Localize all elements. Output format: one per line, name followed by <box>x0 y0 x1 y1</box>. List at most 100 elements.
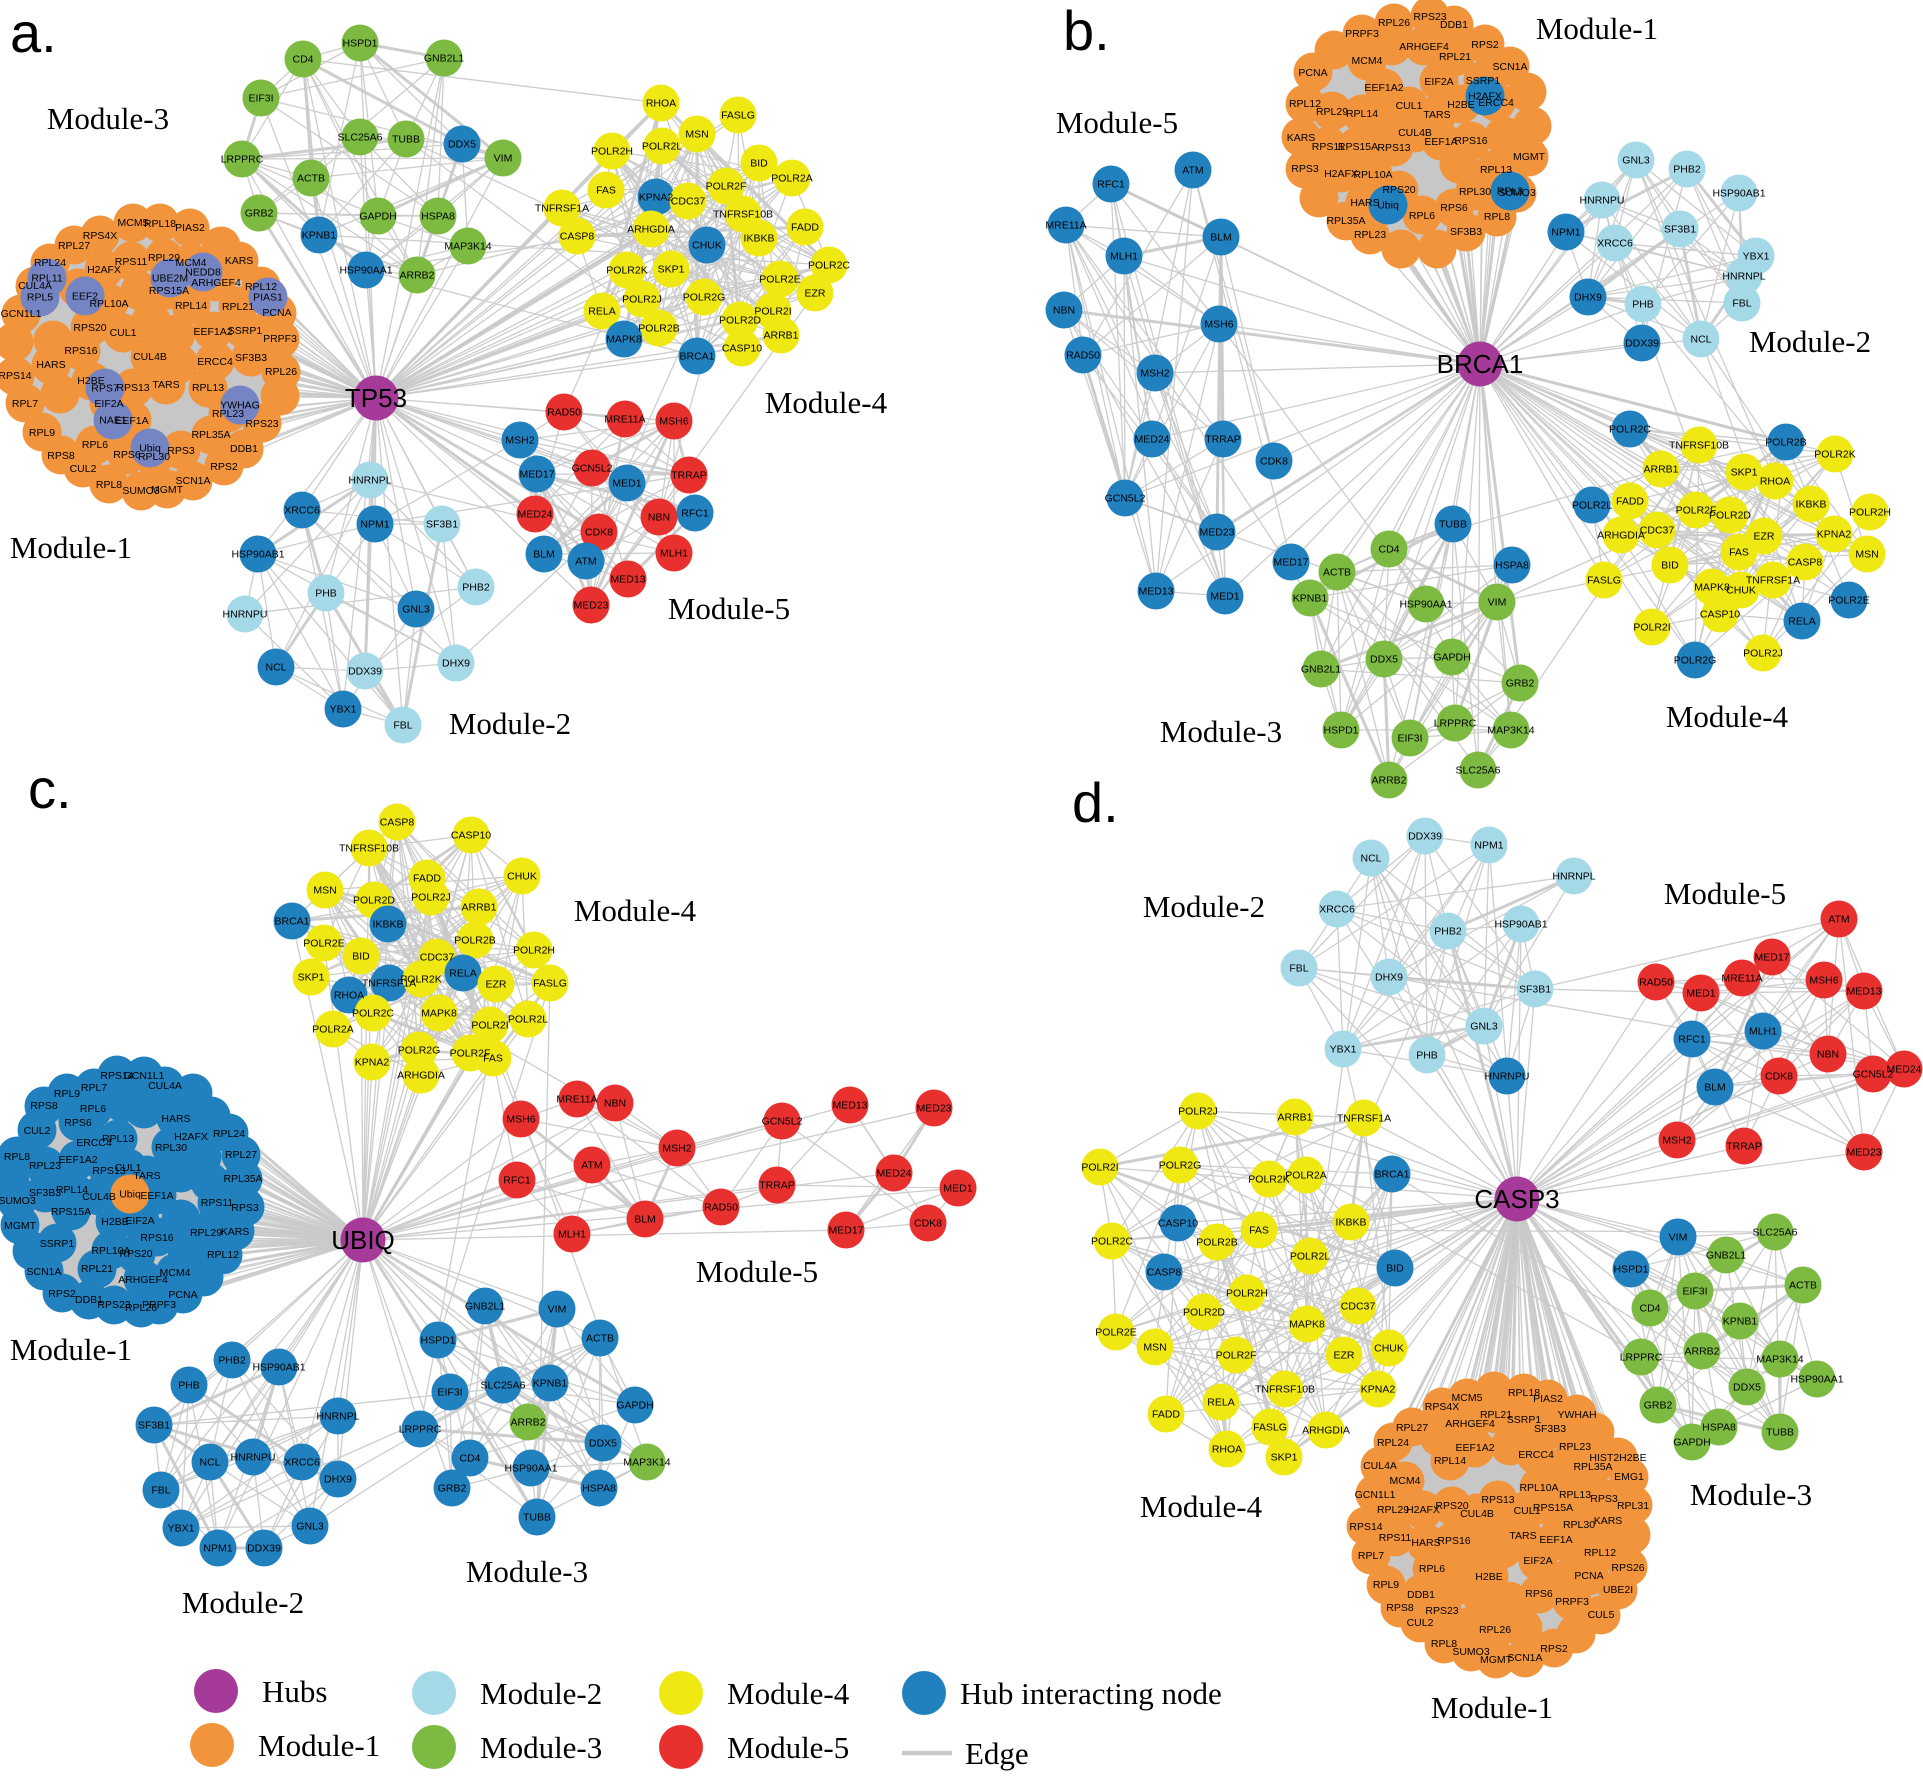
svg-text:RPL14: RPL14 <box>1434 1455 1466 1467</box>
svg-text:HSPD1: HSPD1 <box>1323 725 1358 737</box>
svg-text:ARRB2: ARRB2 <box>1371 775 1406 787</box>
svg-text:POLR2K: POLR2K <box>606 265 647 277</box>
svg-text:RPS3: RPS3 <box>1590 1493 1618 1505</box>
svg-text:KARS: KARS <box>225 255 254 267</box>
svg-text:H2AFX: H2AFX <box>87 264 121 276</box>
svg-text:RPL6: RPL6 <box>80 1103 106 1115</box>
svg-text:POLR2F: POLR2F <box>1676 505 1717 517</box>
svg-text:RPL9: RPL9 <box>54 1088 80 1100</box>
svg-text:SF3B3: SF3B3 <box>29 1187 61 1199</box>
svg-text:Module-4: Module-4 <box>765 385 888 420</box>
svg-text:H2BE: H2BE <box>1475 1571 1502 1583</box>
svg-text:Module-4: Module-4 <box>1140 1489 1263 1524</box>
svg-text:RPS23: RPS23 <box>1425 1605 1458 1617</box>
svg-text:RPL10A: RPL10A <box>91 1245 130 1257</box>
svg-text:SF3B1: SF3B1 <box>1664 224 1696 236</box>
svg-text:ARRB1: ARRB1 <box>461 902 496 914</box>
svg-text:YWHAG: YWHAG <box>220 400 260 412</box>
svg-text:Module-5: Module-5 <box>668 591 790 626</box>
svg-text:POLR2G: POLR2G <box>683 292 726 304</box>
svg-text:RPL3: RPL3 <box>1497 186 1523 198</box>
svg-text:RPL23: RPL23 <box>29 1160 61 1172</box>
svg-text:Module-3: Module-3 <box>1690 1477 1812 1512</box>
svg-text:POLR2B: POLR2B <box>638 323 679 335</box>
svg-text:SUMO3: SUMO3 <box>0 1195 36 1207</box>
svg-text:HNRNPU: HNRNPU <box>231 1452 276 1464</box>
svg-text:SCN1A: SCN1A <box>26 1266 61 1278</box>
svg-text:RPL30: RPL30 <box>138 451 170 463</box>
svg-text:SKP1: SKP1 <box>298 972 325 984</box>
svg-text:RPS13: RPS13 <box>1377 142 1410 154</box>
svg-text:Module-5: Module-5 <box>1056 105 1178 140</box>
svg-text:HSP90AA1: HSP90AA1 <box>1399 599 1452 611</box>
svg-text:EZR: EZR <box>1754 531 1775 543</box>
svg-text:IKBKB: IKBKB <box>1336 1217 1367 1229</box>
svg-text:TRRAP: TRRAP <box>1726 1141 1762 1153</box>
svg-text:LRPPRC: LRPPRC <box>399 1424 442 1436</box>
svg-text:MRE11A: MRE11A <box>556 1094 597 1106</box>
svg-text:RPL29: RPL29 <box>148 252 180 264</box>
svg-text:MGMT: MGMT <box>151 484 184 496</box>
svg-text:BRCA1: BRCA1 <box>274 916 309 928</box>
svg-text:POLR2E: POLR2E <box>759 274 800 286</box>
svg-text:POLR2J: POLR2J <box>622 294 662 306</box>
svg-text:RPL30: RPL30 <box>1459 186 1491 198</box>
svg-text:GNB2L1: GNB2L1 <box>1301 664 1341 676</box>
svg-text:ARRB1: ARRB1 <box>1277 1112 1312 1124</box>
svg-text:PCNA: PCNA <box>168 1289 197 1301</box>
svg-text:POLR2A: POLR2A <box>771 173 812 185</box>
svg-text:HNRNPU: HNRNPU <box>223 609 268 621</box>
svg-text:FADD: FADD <box>1616 496 1644 508</box>
svg-text:POLR2H: POLR2H <box>1226 1288 1268 1300</box>
svg-text:CUL2: CUL2 <box>70 463 97 475</box>
svg-text:ARRB2: ARRB2 <box>510 1417 545 1429</box>
svg-text:CDC37: CDC37 <box>1341 1301 1376 1313</box>
svg-text:HNRNPU: HNRNPU <box>1580 195 1625 207</box>
svg-text:TNFRSF10B: TNFRSF10B <box>1255 1384 1315 1396</box>
svg-text:NPM1: NPM1 <box>360 519 389 531</box>
svg-text:SF3B3: SF3B3 <box>235 352 267 364</box>
svg-text:POLR2B: POLR2B <box>454 935 495 947</box>
svg-text:EEF1A2: EEF1A2 <box>1364 82 1403 94</box>
svg-text:Hub interacting node: Hub interacting node <box>960 1676 1222 1711</box>
svg-text:PIAS1: PIAS1 <box>253 292 283 304</box>
svg-text:Module-3: Module-3 <box>466 1554 588 1589</box>
svg-text:POLR2C: POLR2C <box>352 1008 394 1020</box>
svg-text:TUBB: TUBB <box>1766 1427 1794 1439</box>
svg-text:RPL8: RPL8 <box>1431 1638 1457 1650</box>
svg-text:CASP8: CASP8 <box>1788 557 1823 569</box>
svg-text:HSPD1: HSPD1 <box>420 1335 455 1347</box>
svg-text:TNFRSF10B: TNFRSF10B <box>1669 440 1729 452</box>
svg-text:CHUK: CHUK <box>1726 585 1756 597</box>
svg-text:MED13: MED13 <box>1846 986 1881 998</box>
svg-text:TRRAP: TRRAP <box>1205 434 1241 446</box>
svg-text:MLH1: MLH1 <box>1749 1026 1777 1038</box>
svg-text:KPNA2: KPNA2 <box>639 192 674 204</box>
svg-text:XRCC6: XRCC6 <box>1597 238 1633 250</box>
svg-text:NBN: NBN <box>1817 1049 1839 1061</box>
svg-text:POLR2F: POLR2F <box>450 1048 491 1060</box>
svg-text:SLC25A6: SLC25A6 <box>338 132 383 144</box>
svg-text:CASP3: CASP3 <box>1474 1184 1559 1214</box>
svg-text:CUL4B: CUL4B <box>82 1191 116 1203</box>
svg-text:Module-2: Module-2 <box>480 1676 602 1711</box>
svg-text:SUMO3: SUMO3 <box>1452 1646 1490 1658</box>
svg-text:HSPD1: HSPD1 <box>1613 1264 1648 1276</box>
svg-text:RPL8: RPL8 <box>4 1151 30 1163</box>
svg-text:MCM4: MCM4 <box>160 1267 191 1279</box>
svg-text:NCL: NCL <box>1690 334 1711 346</box>
svg-text:MAPK8: MAPK8 <box>606 334 642 346</box>
svg-text:POLR2B: POLR2B <box>1765 437 1806 449</box>
svg-text:Module-2: Module-2 <box>1143 889 1265 924</box>
svg-text:RPL18: RPL18 <box>1508 1387 1540 1399</box>
svg-text:POLR2I: POLR2I <box>754 306 791 318</box>
svg-text:MRE11A: MRE11A <box>604 414 645 426</box>
svg-text:SKP1: SKP1 <box>1731 467 1758 479</box>
svg-text:TRRAP: TRRAP <box>759 1180 795 1192</box>
svg-text:RAD50: RAD50 <box>704 1202 738 1214</box>
svg-text:CDC37: CDC37 <box>1640 525 1675 537</box>
svg-text:POLR2D: POLR2D <box>719 315 761 327</box>
svg-text:RHOA: RHOA <box>334 990 364 1002</box>
svg-text:MSH6: MSH6 <box>506 1114 535 1126</box>
svg-text:MCM4: MCM4 <box>1390 1475 1421 1487</box>
